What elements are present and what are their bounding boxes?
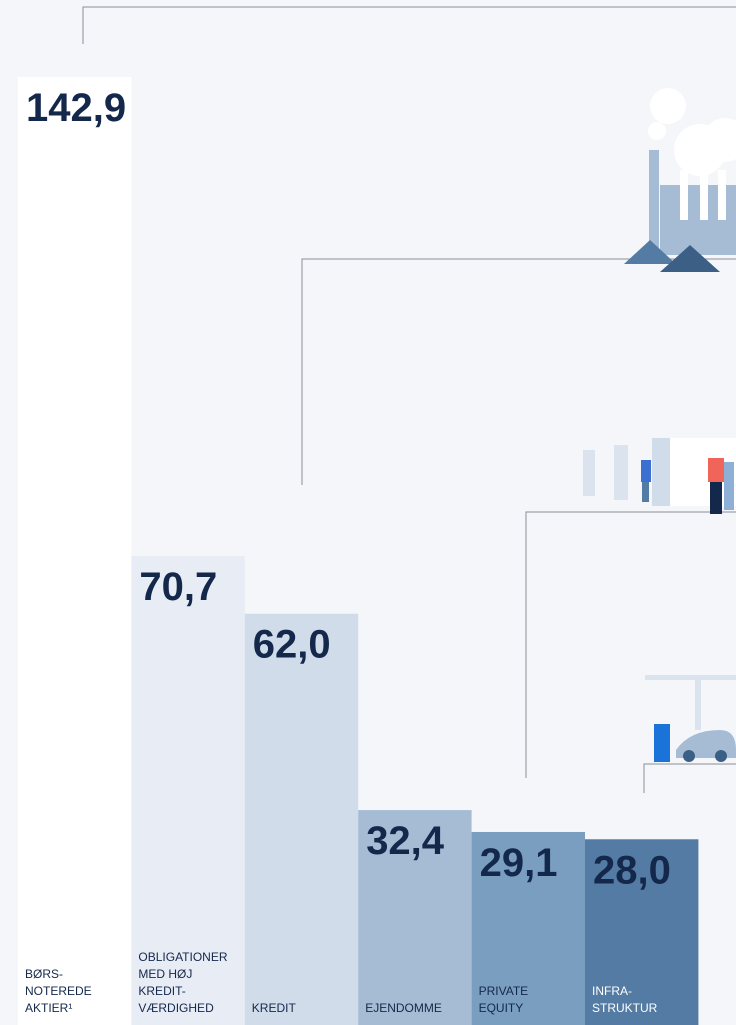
decorations <box>82 6 736 793</box>
category-label: KREDIT <box>252 1001 297 1015</box>
factory-illustration <box>624 88 736 272</box>
category-label: BØRS- <box>25 967 63 981</box>
connector <box>525 511 736 778</box>
category-label: AKTIER¹ <box>25 1001 72 1015</box>
bar <box>244 613 359 1025</box>
value-label: 142,9 <box>26 86 126 130</box>
category-label: VÆRDIGHED <box>138 1001 214 1015</box>
bar <box>18 77 132 1025</box>
people-illustration <box>583 438 736 514</box>
bar <box>358 810 472 1025</box>
category-label: NOTEREDE <box>25 984 92 998</box>
value-label: 32,4 <box>366 819 445 863</box>
category-label: OBLIGATIONER <box>138 950 227 964</box>
category-label: PRIVATE <box>479 984 529 998</box>
value-label: 29,1 <box>480 841 558 885</box>
bar <box>471 831 585 1025</box>
category-label: EJENDOMME <box>365 1001 442 1015</box>
connector <box>301 258 736 485</box>
value-label: 70,7 <box>139 565 217 609</box>
value-label: 28,0 <box>593 848 671 892</box>
connector <box>82 6 736 44</box>
category-label: EQUITY <box>479 1001 524 1015</box>
value-label: 62,0 <box>253 623 331 667</box>
car-charger-illustration <box>645 675 736 762</box>
category-label: MED HØJ <box>138 967 192 981</box>
bar <box>585 839 699 1025</box>
category-label: STRUKTUR <box>592 1001 658 1015</box>
category-label: KREDIT- <box>138 984 185 998</box>
bar <box>131 556 245 1025</box>
category-label: INFRA- <box>592 984 632 998</box>
connector <box>643 763 736 793</box>
